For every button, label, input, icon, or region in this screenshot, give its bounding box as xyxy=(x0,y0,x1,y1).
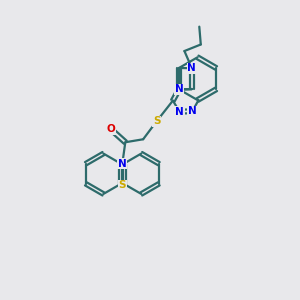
Text: N: N xyxy=(188,63,196,73)
Text: S: S xyxy=(118,180,126,190)
Text: N: N xyxy=(188,106,197,116)
Text: N: N xyxy=(175,106,184,117)
Text: N: N xyxy=(118,159,127,169)
Text: N: N xyxy=(175,84,183,94)
Text: S: S xyxy=(153,116,160,126)
Text: O: O xyxy=(106,124,115,134)
